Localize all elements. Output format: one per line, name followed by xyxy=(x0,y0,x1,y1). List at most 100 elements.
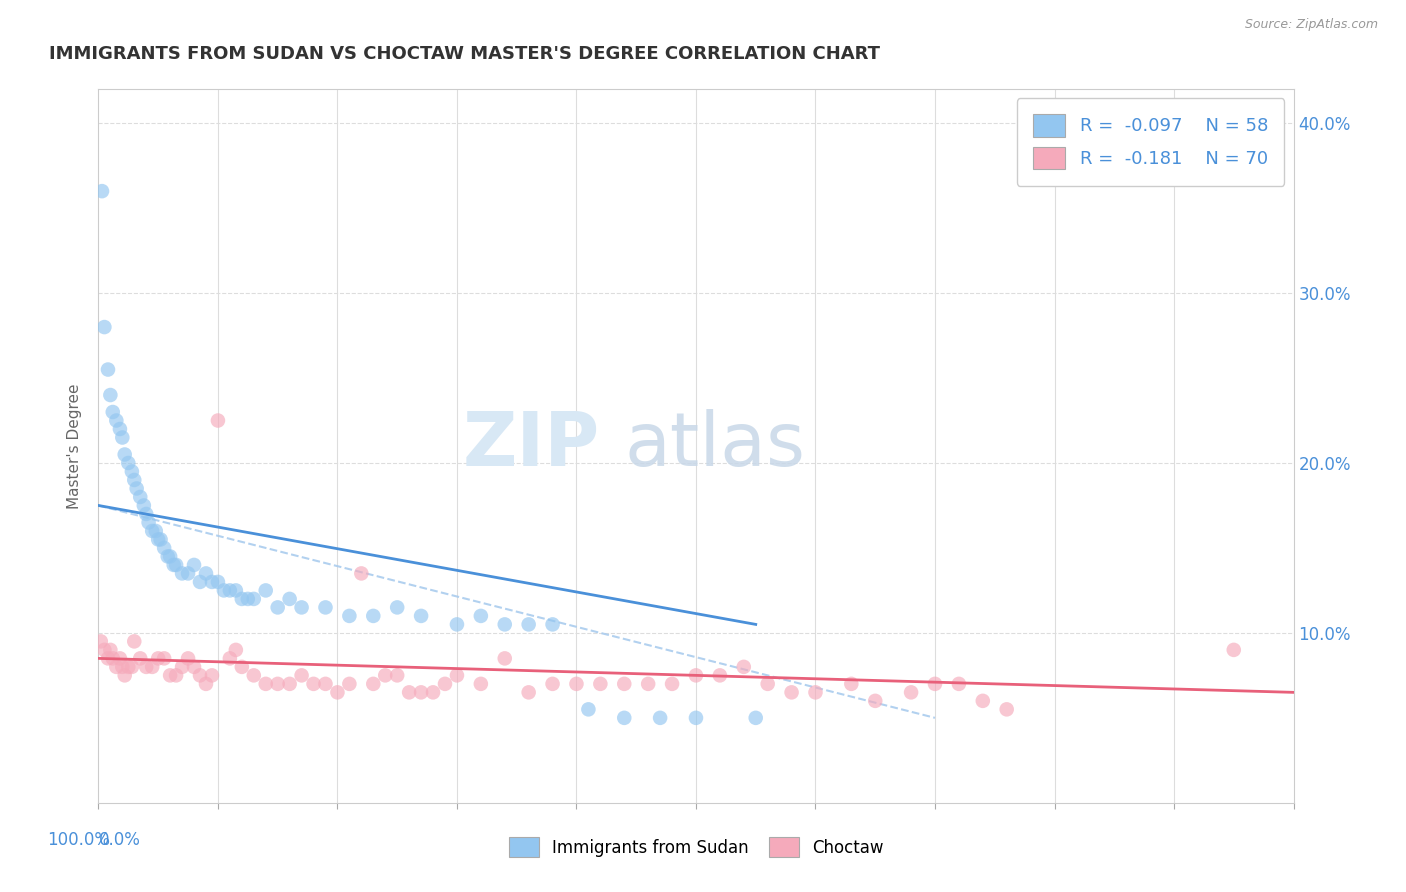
Point xyxy=(541,617,564,632)
Point xyxy=(148,533,170,547)
Y-axis label: Master's Degree: Master's Degree xyxy=(67,384,83,508)
Point xyxy=(650,711,672,725)
Point xyxy=(446,668,468,682)
Point xyxy=(124,473,146,487)
Point xyxy=(90,634,112,648)
Point xyxy=(93,643,115,657)
Point xyxy=(114,668,136,682)
Point xyxy=(733,660,755,674)
Point xyxy=(101,651,124,665)
Point xyxy=(183,558,205,572)
Point xyxy=(149,533,172,547)
Point xyxy=(138,516,160,530)
Point xyxy=(422,685,444,699)
Point xyxy=(201,574,224,589)
Point xyxy=(385,600,409,615)
Point xyxy=(91,184,114,198)
Point xyxy=(446,617,468,632)
Point xyxy=(98,388,122,402)
Legend: Immigrants from Sudan, Choctaw: Immigrants from Sudan, Choctaw xyxy=(501,829,891,866)
Point xyxy=(108,422,131,436)
Point xyxy=(661,677,683,691)
Point xyxy=(339,677,361,691)
Point xyxy=(153,541,176,555)
Point xyxy=(517,617,540,632)
Point xyxy=(278,677,301,691)
Point xyxy=(517,685,540,699)
Point xyxy=(339,608,361,623)
Point xyxy=(141,660,163,674)
Point xyxy=(117,660,139,674)
Point xyxy=(315,677,337,691)
Point xyxy=(156,549,179,564)
Point xyxy=(243,591,266,606)
Point xyxy=(804,685,827,699)
Point xyxy=(972,694,994,708)
Point xyxy=(494,617,516,632)
Point xyxy=(148,651,170,665)
Point xyxy=(111,430,134,444)
Point xyxy=(1223,643,1246,657)
Point xyxy=(188,574,211,589)
Point xyxy=(231,591,253,606)
Point xyxy=(163,558,186,572)
Point xyxy=(114,448,136,462)
Point xyxy=(411,608,433,623)
Point xyxy=(172,660,194,674)
Point xyxy=(93,320,115,334)
Text: Source: ZipAtlas.com: Source: ZipAtlas.com xyxy=(1244,18,1378,31)
Point xyxy=(494,651,516,665)
Point xyxy=(613,677,636,691)
Point xyxy=(470,677,492,691)
Point xyxy=(201,668,224,682)
Point xyxy=(254,677,277,691)
Point xyxy=(243,668,266,682)
Text: IMMIGRANTS FROM SUDAN VS CHOCTAW MASTER'S DEGREE CORRELATION CHART: IMMIGRANTS FROM SUDAN VS CHOCTAW MASTER'… xyxy=(49,45,880,62)
Point xyxy=(565,677,588,691)
Point xyxy=(326,685,349,699)
Point xyxy=(411,685,433,699)
Point xyxy=(188,668,211,682)
Point xyxy=(780,685,803,699)
Point xyxy=(865,694,887,708)
Point xyxy=(291,668,314,682)
Point xyxy=(374,668,396,682)
Point xyxy=(101,405,124,419)
Point xyxy=(97,651,120,665)
Point xyxy=(709,668,731,682)
Point xyxy=(302,677,325,691)
Point xyxy=(97,362,120,376)
Point xyxy=(685,711,707,725)
Point xyxy=(385,668,409,682)
Point xyxy=(121,465,143,479)
Point xyxy=(434,677,457,691)
Point xyxy=(756,677,779,691)
Point xyxy=(637,677,659,691)
Point xyxy=(165,558,187,572)
Point xyxy=(589,677,612,691)
Point xyxy=(159,668,181,682)
Point xyxy=(177,566,200,581)
Point xyxy=(195,677,218,691)
Point xyxy=(159,549,181,564)
Point xyxy=(995,702,1018,716)
Point xyxy=(685,668,707,682)
Point xyxy=(924,677,946,691)
Point xyxy=(135,660,157,674)
Point xyxy=(129,490,152,504)
Point xyxy=(363,608,385,623)
Point xyxy=(172,566,194,581)
Point xyxy=(231,660,253,674)
Point xyxy=(121,660,143,674)
Point xyxy=(219,583,242,598)
Point xyxy=(236,591,259,606)
Text: atlas: atlas xyxy=(624,409,806,483)
Point xyxy=(745,711,768,725)
Point xyxy=(398,685,420,699)
Point xyxy=(278,591,301,606)
Point xyxy=(165,668,187,682)
Point xyxy=(219,651,242,665)
Text: 0.0%: 0.0% xyxy=(98,831,141,849)
Point xyxy=(132,499,155,513)
Point xyxy=(254,583,277,598)
